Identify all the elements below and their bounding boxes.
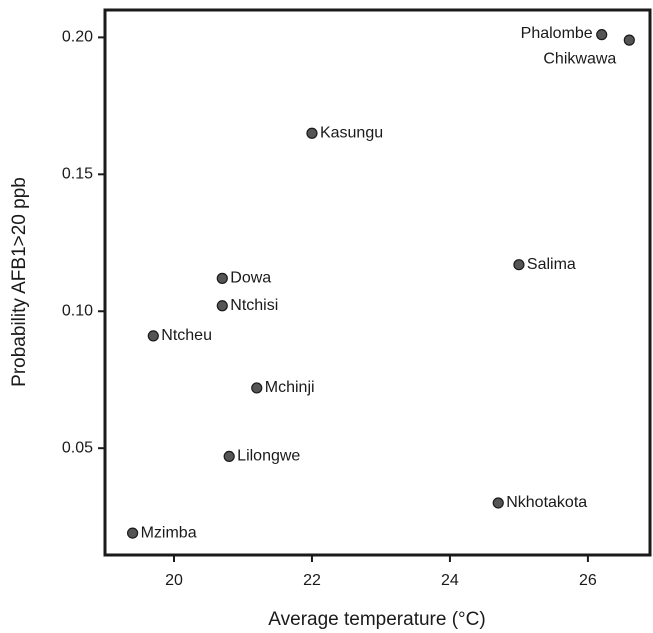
y-tick-label: 0.20 [62, 29, 93, 46]
point [492, 497, 504, 509]
point-label: Mchinji [265, 379, 315, 396]
point [126, 527, 139, 539]
point-label: Nkhotakota [506, 494, 587, 511]
point-label: Ntchisi [230, 297, 278, 314]
point [513, 259, 525, 271]
y-axis-title: Probability AFB1>20 ppb [9, 177, 30, 387]
x-tick-label: 20 [165, 572, 183, 589]
x-tick-label: 22 [303, 572, 321, 589]
point [251, 382, 263, 394]
y-tick-label: 0.05 [62, 439, 93, 456]
point-label: Kasungu [320, 124, 383, 141]
point-label: Ntcheu [161, 327, 212, 344]
point-label: Phalombe [521, 25, 593, 42]
point-label: Mzimba [141, 524, 197, 541]
point [623, 34, 635, 46]
y-tick-label: 0.10 [62, 302, 93, 319]
point [306, 127, 318, 139]
plot-frame [103, 8, 652, 557]
point-label: Dowa [230, 270, 271, 287]
x-tick-label: 26 [579, 572, 597, 589]
point-label: Salima [527, 256, 576, 273]
point [216, 272, 228, 284]
point [223, 450, 235, 463]
y-tick-label: 0.15 [62, 166, 93, 183]
point-label: Lilongwe [237, 448, 300, 465]
point [147, 330, 159, 342]
x-tick-label: 24 [441, 572, 459, 589]
point-label: Chikwawa [543, 50, 616, 67]
point [596, 29, 608, 41]
point [216, 300, 228, 312]
x-axis-title: Average temperature (°C) [268, 609, 485, 630]
